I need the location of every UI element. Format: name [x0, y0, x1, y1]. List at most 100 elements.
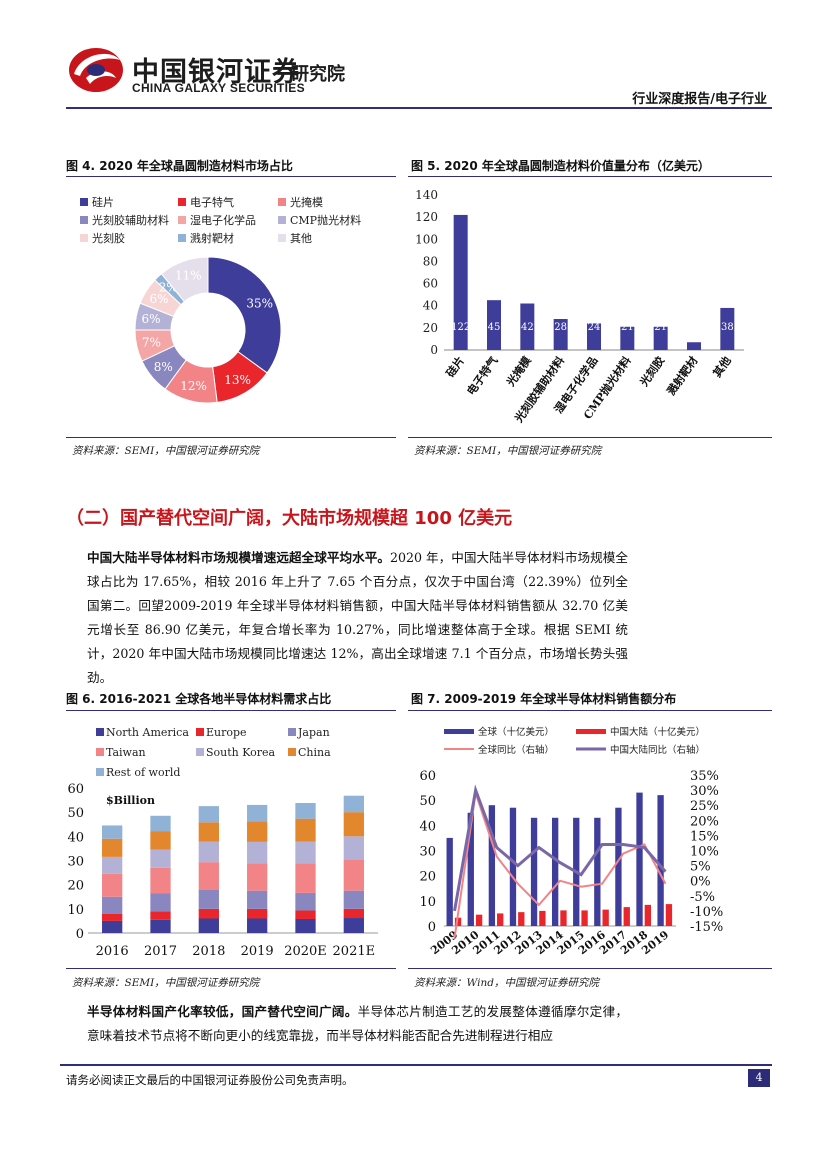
bar-value-label: 38 [721, 322, 734, 333]
legend-label: 全球同比（右轴） [478, 744, 554, 756]
institute-name: 研究院 [291, 64, 345, 85]
x-tick-label: 硅片 [443, 354, 467, 380]
bar [446, 837, 453, 926]
footer-disclaimer: 请务必阅读正文最后的中国银河证券股份公司免责声明。 [66, 1073, 354, 1087]
stacked-bar-segment [247, 890, 268, 909]
line-series [453, 784, 667, 912]
bar [602, 909, 609, 926]
paragraph-1: 中国大陆半导体材料市场规模增速远超全球平均水平。2020 年，中国大陆半导体材料… [87, 546, 628, 690]
fig7-title-rule [408, 710, 772, 711]
y-tick-label: 140 [415, 188, 438, 202]
y-tick-label: 0 [76, 927, 84, 942]
stacked-bar-segment [343, 918, 364, 933]
y-tick-label: 20 [423, 321, 438, 335]
x-tick-label: 光刻胶 [636, 354, 667, 390]
y-tick-label: 80 [423, 254, 438, 268]
bar [551, 817, 559, 926]
legend-swatch [96, 768, 104, 776]
bar [539, 910, 546, 926]
bar-value-label: 7 [691, 322, 697, 333]
pie-value-label: 12% [180, 379, 207, 393]
legend-swatch [96, 748, 104, 756]
y2-tick-label: 35% [690, 769, 719, 784]
fig6-chart: North America Europe Japan Taiwan South Kore… [67, 726, 378, 959]
pie-value-label: 6% [142, 312, 161, 326]
stacked-bar-segment [102, 838, 123, 857]
y-tick-label: 30 [419, 845, 436, 860]
stacked-bar-segment [198, 889, 219, 909]
y2-tick-label: -15% [690, 920, 723, 935]
legend-label: South Korea [206, 746, 276, 759]
pie-value-label: 7% [142, 336, 161, 350]
bar [560, 910, 567, 926]
pie-value-label: 6% [150, 292, 169, 306]
stacked-bar-segment [295, 918, 316, 933]
fig7-source-rule [408, 968, 772, 969]
bar [553, 319, 568, 350]
fig4-source-rule [66, 437, 396, 438]
report-category: 行业深度报告/电子行业 [632, 92, 767, 107]
y2-tick-label: 10% [690, 845, 719, 860]
y-tick-label: 0 [430, 343, 438, 357]
y-tick-label: 10 [419, 895, 436, 910]
legend-label: 硅片 [92, 196, 114, 209]
y2-tick-label: 5% [690, 860, 711, 875]
stacked-bar-segment [343, 812, 364, 837]
y-tick-label: 40 [423, 299, 438, 313]
x-tick-label: 2018 [192, 944, 225, 959]
stacked-bar-segment [247, 821, 268, 842]
legend-label: 电子特气 [190, 195, 234, 209]
fig6-source-rule [66, 968, 396, 969]
bar [488, 805, 496, 926]
legend-label: North America [106, 726, 189, 739]
stacked-bar-segment [198, 918, 219, 933]
stacked-bar-segment [198, 822, 219, 842]
legend-swatch [80, 234, 88, 242]
y-tick-label: 20 [419, 870, 436, 885]
pie-value-label: 35% [246, 297, 273, 311]
stacked-bar-segment [295, 910, 316, 919]
stacked-bar-segment [247, 918, 268, 933]
header-rule [66, 107, 772, 109]
legend-label: Japan [297, 726, 330, 739]
legend-swatch [96, 728, 104, 736]
legend-label: 湿电子化学品 [190, 213, 256, 227]
stacked-bar-segment [247, 908, 268, 919]
y-tick-label: 100 [415, 232, 438, 246]
pie-value-label: 13% [224, 373, 251, 387]
legend-swatch [80, 216, 88, 224]
logo-chinese-name: 中国银河证券 [132, 57, 300, 88]
galaxy-logo-icon [69, 48, 123, 92]
legend-label: 中国大陆（十亿美元） [610, 726, 705, 738]
fig6-title-rule [66, 710, 396, 711]
bar-value-label: 122 [451, 322, 470, 333]
y-tick-label: 60 [419, 769, 436, 784]
line-series [453, 792, 667, 939]
y-tick-label: 40 [67, 830, 84, 845]
y2-tick-label: 0% [690, 875, 711, 890]
bar [487, 300, 501, 350]
y-tick-label: 60 [67, 782, 84, 797]
fig5-title: 图 5. 2020 年全球晶圆制造材料价值量分布（亿美元） [411, 159, 710, 173]
x-tick-label: 2021E [333, 944, 376, 959]
fig4-title-rule [66, 176, 396, 177]
legend-swatch [178, 198, 186, 206]
bar [720, 307, 735, 350]
stacked-bar-segment [198, 862, 219, 890]
stacked-bar-segment [343, 795, 364, 813]
bar [657, 795, 664, 926]
pie-slice [160, 256, 209, 303]
fig5-source: 资料来源：SEMI，中国银河证券研究院 [414, 445, 602, 457]
y2-tick-label: 15% [690, 829, 719, 844]
bar [497, 913, 504, 926]
legend-label: 全球（十亿美元） [478, 726, 554, 738]
logo-english-name: CHINA GALAXY SECURITIES [132, 81, 305, 95]
x-tick-label: 2019 [241, 944, 274, 959]
stacked-bar-segment [150, 831, 171, 850]
bar [615, 807, 622, 926]
stacked-bar-segment [198, 908, 219, 919]
fig4-title: 图 4. 2020 年全球晶圆制造材料市场占比 [66, 159, 293, 173]
x-tick-label: 其他 [710, 354, 734, 380]
legend-swatch [576, 729, 606, 734]
